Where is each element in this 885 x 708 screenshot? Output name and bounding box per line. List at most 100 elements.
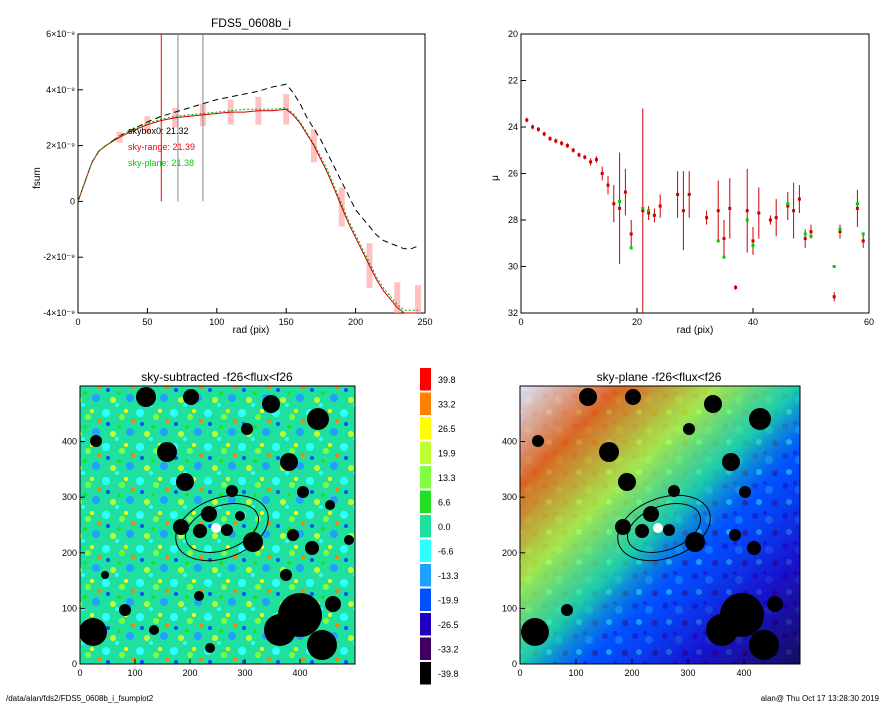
mu-point-green [722,255,726,259]
inner-ellipse [185,503,259,553]
mu-point-red [583,155,587,159]
fsum-x-tick-label: 250 [417,317,432,327]
p3-y-tick-label: 400 [62,437,77,447]
annotation-sky-plane: sky-plane: 21.38 [128,158,194,168]
p4-x-tick-label: 300 [680,668,695,678]
mu-point-red [525,118,529,122]
p3-x-tick-label: 300 [237,668,252,678]
mu-point-red [687,192,691,196]
fsum-x-tick-label: 200 [348,317,363,327]
fsum-x-tick-label: 50 [142,317,152,327]
colorbar-swatch [420,539,431,562]
sky-subtracted-x-ticks: 0 100 200 300 400 [77,659,308,678]
fsum-profile-plot: FDS5_0608b_i rad (pix) fsum 0 50 100 150 200… [32,16,433,336]
mu-point-green [618,199,622,203]
sky-plane-masked-sources [521,388,783,660]
mu-point-red [774,216,778,220]
mu-point-red [629,232,633,236]
mu-point-green [751,244,755,248]
masked-sources [80,387,354,660]
mu-point-red [722,237,726,241]
sky-plane-inner-ellipse [627,503,701,553]
sky-subtracted-title: sky-subtracted -f26<flux<f26 [141,370,293,384]
mu-point-red [803,237,807,241]
colorbar-label: 6.6 [438,498,451,508]
mu-point-red [809,230,813,234]
fsum-series-line [77,108,419,314]
fsum-plot-frame [77,33,426,314]
p3-x-tick-label: 200 [182,668,197,678]
mu-x-tick-label: 0 [518,317,523,327]
mu-point-red [606,183,610,187]
sky-plane-frame [519,385,801,665]
mu-point-green [832,265,836,268]
mu-point-red [832,295,836,299]
mu-x-tick-label: 20 [632,317,642,327]
mu-plot-xlabel: rad (pix) [677,325,714,336]
mu-y-tick-label: 20 [508,29,518,39]
mu-point-red [861,239,865,243]
mu-point-red [797,197,801,201]
mu-point-red [786,204,790,208]
p4-x-tick-label: 100 [568,668,583,678]
fsum-y-tick-label: 2×10⁻⁹ [46,141,75,151]
mu-point-red [536,127,540,131]
p4-x-tick-label: 400 [736,668,751,678]
mu-point-red [681,209,685,213]
mu-point-red [658,204,662,208]
colorbar-label: 33.2 [438,400,456,410]
mu-point-red [757,211,761,215]
fsum-y-tick-label: 4×10⁻⁹ [46,85,75,95]
colorbar-label: -6.6 [438,547,454,557]
colorbar: 39.8 33.2 26.5 19.9 13.3 6.6 0.0 -6.6 -13.3 -19.9… [420,368,459,685]
mu-point-green [629,246,633,250]
sky-subtracted-y-ticks: 0 100 200 300 400 [62,437,85,669]
mu-point-green [786,202,790,206]
colorbar-label: 39.8 [438,375,456,385]
mu-profile-plot: rad (pix) μ 0 20 40 60 20 22 24 26 28 30 32 [490,29,874,336]
mu-point-red [600,172,604,175]
fsum-series-line [77,107,419,311]
mu-y-tick-label: 24 [508,122,518,132]
fsum-y-ticks: -4×10⁻⁹ -2×10⁻⁹ 0 2×10⁻⁹ 4×10⁻⁹ 6×10⁻⁹ [43,29,83,318]
colorbar-label: 19.9 [438,449,456,459]
fsum-y-tick-label: 6×10⁻⁹ [46,29,75,39]
sky-subtracted-frame [79,385,356,665]
sky-plane-x-ticks: 0 100 200 300 400 [517,659,752,678]
mu-point-red [792,209,796,213]
mu-point-green [716,239,720,243]
colorbar-swatch [420,564,431,587]
mu-y-ticks: 20 22 24 26 28 30 32 [508,29,526,318]
sky-subtracted-image-panel: sky-subtracted -f26<flux<f26 [62,370,356,678]
sky-plane-image-panel: sky-plane -f26<flux<f26 [502,370,801,678]
p4-y-tick-label: 400 [502,437,517,447]
mu-y-tick-label: 32 [508,308,518,318]
mu-point-green [855,202,859,206]
mu-point-red [554,139,558,143]
colorbar-label: 26.5 [438,424,456,434]
colorbar-label: -13.3 [438,571,459,581]
sky-plane-y-ticks: 0 100 200 300 400 [502,437,525,669]
colorbar-label: -26.5 [438,620,459,630]
colorbar-swatch [420,417,431,440]
fsum-y-tick-label: 0 [70,196,75,206]
mu-point-red [716,209,720,213]
mu-point-red [641,209,645,213]
p3-y-tick-label: 0 [72,659,77,669]
mu-point-red [751,239,755,243]
fsum-plot-title: FDS5_0608b_i [211,16,291,30]
mu-point-green [745,218,749,222]
fsum-y-tick-label: -4×10⁻⁹ [43,308,75,318]
mu-point-red [734,285,738,289]
fsum-series-line [77,83,419,250]
p4-y-tick-label: 200 [502,548,517,558]
fsum-x-tick-label: 100 [209,317,224,327]
mu-y-tick-label: 26 [508,169,518,179]
sky-plane-title: sky-plane -f26<flux<f26 [597,370,722,384]
fsum-series-lines [77,83,419,314]
p3-y-tick-label: 200 [62,548,77,558]
fsum-vertical-markers [160,34,204,202]
mu-point-red [612,202,616,206]
colorbar-swatch [420,392,431,415]
